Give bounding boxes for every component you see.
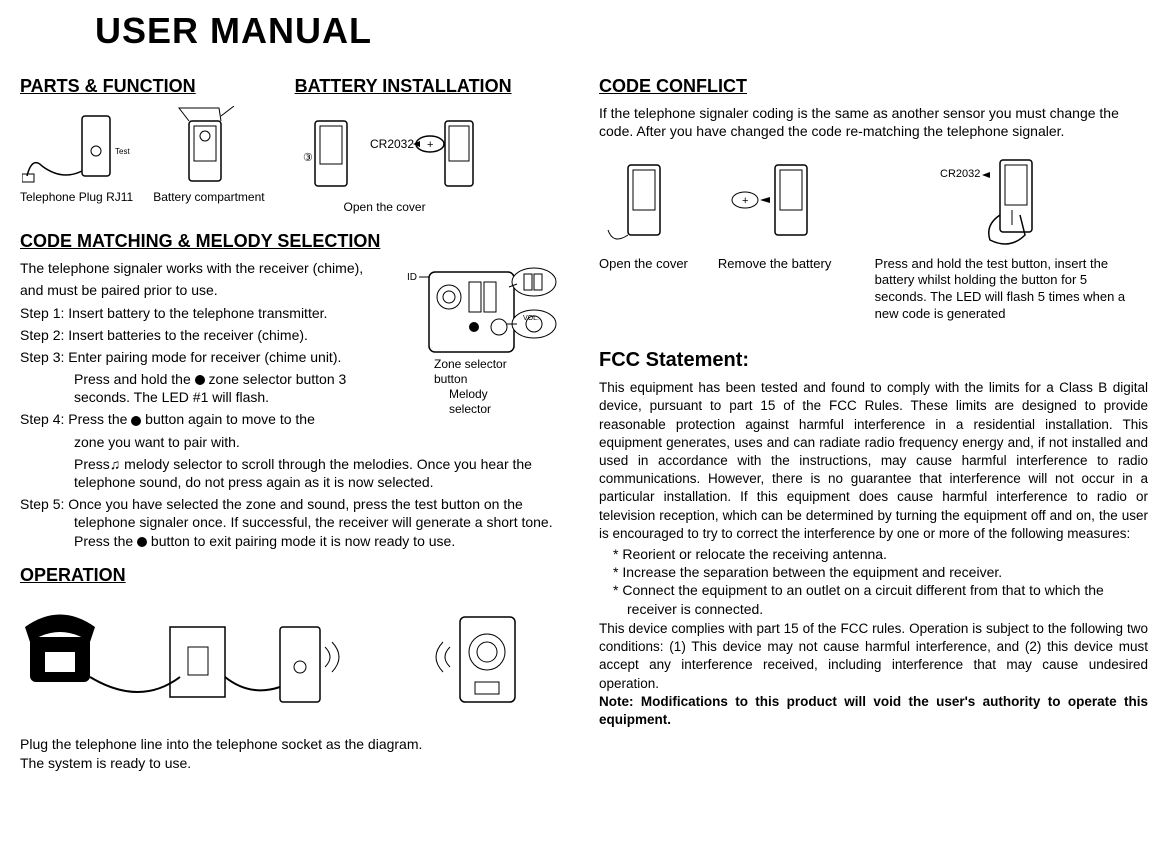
dot-icon xyxy=(195,375,205,385)
svg-text:ID: ID xyxy=(407,272,417,283)
fcc-heading: FCC Statement: xyxy=(599,347,1148,373)
test-label: Test xyxy=(115,147,130,156)
cm-step4: Step 4: Press the button again to move t… xyxy=(20,410,380,428)
codematching-heading: CODE MATCHING & MELODY SELECTION xyxy=(20,230,569,253)
fcc-bullets: * Reorient or relocate the receiving ant… xyxy=(599,545,1148,618)
cc-press-icon: CR2032 xyxy=(940,155,1070,250)
fcc-bullet: * Increase the separation between the eq… xyxy=(613,563,1148,581)
operation-text1: Plug the telephone line into the telepho… xyxy=(20,735,569,753)
fcc-bullet: * Reorient or relocate the receiving ant… xyxy=(613,545,1148,563)
codeconflict-heading: CODE CONFLICT xyxy=(599,75,1148,98)
fcc-body2: This device complies with part 15 of the… xyxy=(599,620,1148,693)
cm-step3: Step 3: Enter pairing mode for receiver … xyxy=(20,348,380,366)
svg-text:VOL.: VOL. xyxy=(523,315,539,322)
signaler-icon: Test xyxy=(22,106,132,186)
svg-text:③: ③ xyxy=(303,152,313,164)
page-title: USER MANUAL xyxy=(95,8,1148,55)
operation-icon xyxy=(20,597,520,717)
telephone-plug-label: Telephone Plug RJ11 xyxy=(20,190,133,206)
svg-text:+: + xyxy=(427,139,433,151)
cc-press-label: Press and hold the test button, insert t… xyxy=(875,256,1135,324)
cm-step5: Step 5: Once you have selected the zone … xyxy=(20,495,569,550)
operation-heading: OPERATION xyxy=(20,564,569,587)
codeconflict-text: If the telephone signaler coding is the … xyxy=(599,104,1148,140)
cm-step4b: Press♫ melody selector to scroll through… xyxy=(20,455,569,491)
cc-remove-icon: + xyxy=(725,155,825,250)
fcc-bullet: * Connect the equipment to an outlet on … xyxy=(613,581,1148,617)
cc-remove-label: Remove the battery xyxy=(718,256,831,273)
battery-install-icon: ③ + CR2032 xyxy=(295,106,475,196)
svg-text:CR2032: CR2032 xyxy=(940,168,980,180)
cm-step1: Step 1: Insert battery to the telephone … xyxy=(20,304,380,322)
cm-step3a: Press and hold the zone selector button … xyxy=(20,370,380,406)
cm-intro1: The telephone signaler works with the re… xyxy=(20,259,400,277)
cc-open-icon xyxy=(603,155,683,250)
parts-heading: PARTS & FUNCTION xyxy=(20,75,265,98)
battery-diagram: ③ + CR2032 Open the cover xyxy=(295,106,475,216)
battery-heading: BATTERY INSTALLATION xyxy=(295,75,569,98)
cm-step4-line2: zone you want to pair with. xyxy=(20,433,569,451)
battery-compartment-label: Battery compartment xyxy=(153,190,264,206)
parts-diagram-signaler: Test Telephone Plug RJ11 xyxy=(20,106,133,206)
operation-diagram xyxy=(20,597,569,721)
svg-text:CR2032: CR2032 xyxy=(370,137,414,151)
dot-icon xyxy=(131,416,141,426)
svg-text:+: + xyxy=(742,195,748,207)
parts-diagram-battery-compartment: Battery compartment xyxy=(153,106,264,206)
cc-open-cover: Open the cover xyxy=(599,155,688,273)
receiver-diagram: ID VOL. Zone selector button Melody sele… xyxy=(389,262,569,416)
cc-press-hold: CR2032 Press and hold the test button, i… xyxy=(861,155,1148,324)
zone-selector-label: Zone selector button xyxy=(434,357,534,388)
fcc-body1: This equipment has been tested and found… xyxy=(599,379,1148,543)
operation-text2: The system is ready to use. xyxy=(20,754,569,772)
compartment-icon xyxy=(174,106,244,186)
melody-selector-label: Melody selector xyxy=(449,387,529,418)
cc-remove-battery: + Remove the battery xyxy=(718,155,831,273)
cc-open-label: Open the cover xyxy=(599,256,688,273)
cm-step2: Step 2: Insert batteries to the receiver… xyxy=(20,326,380,344)
dot-icon xyxy=(137,537,147,547)
open-cover-label: Open the cover xyxy=(344,200,426,216)
fcc-note: Note: Modifications to this product will… xyxy=(599,693,1148,729)
music-note-icon: ♫ xyxy=(110,455,121,473)
